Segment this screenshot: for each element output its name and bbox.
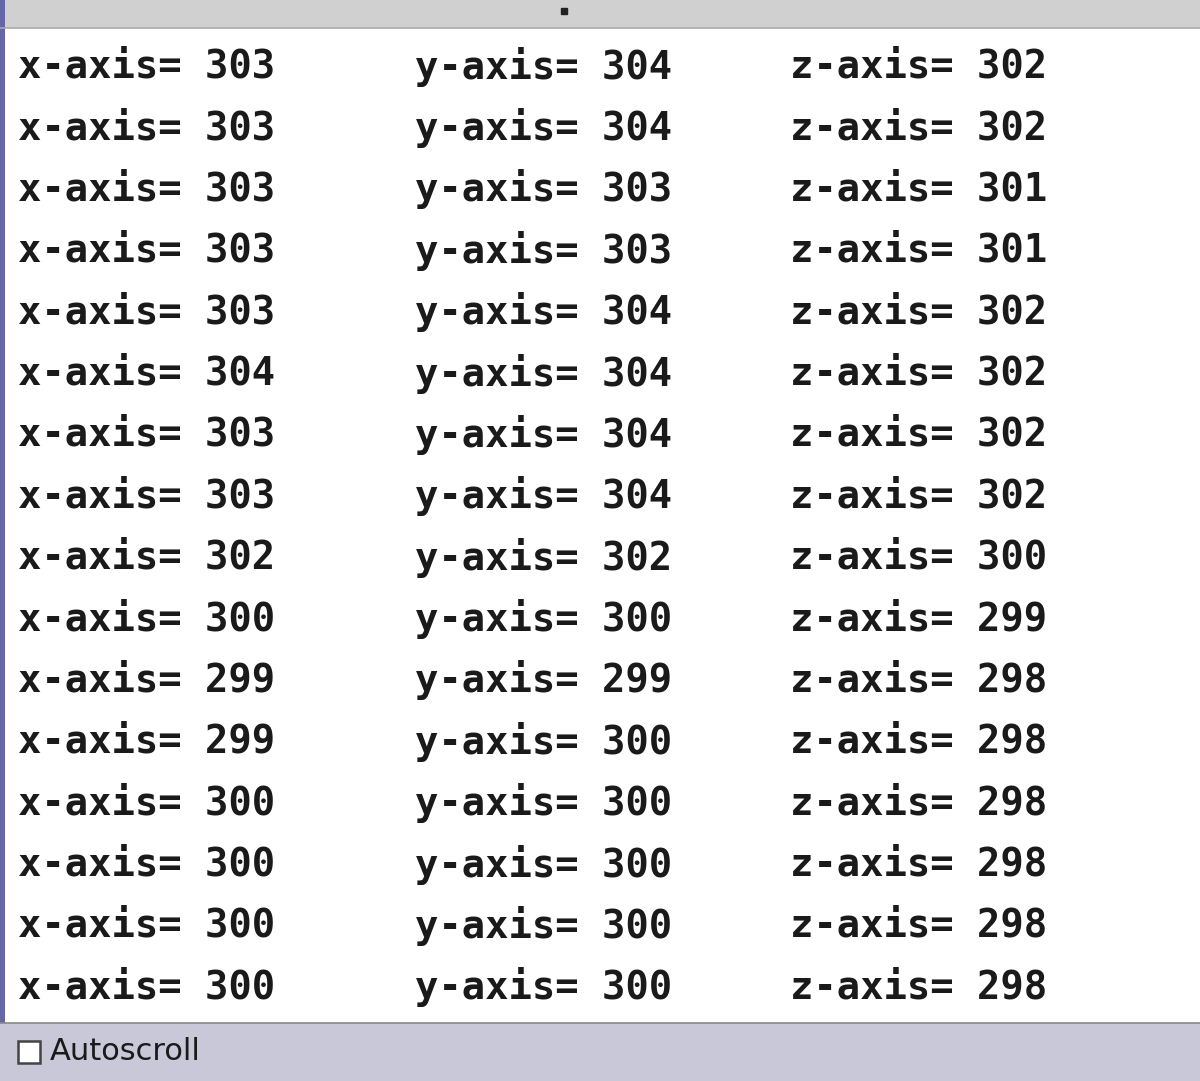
Text: y-axis= 304: y-axis= 304 bbox=[415, 353, 672, 393]
Text: z-axis= 299: z-axis= 299 bbox=[790, 600, 1048, 638]
Text: y-axis= 304: y-axis= 304 bbox=[415, 46, 672, 86]
Text: x-axis= 303: x-axis= 303 bbox=[18, 293, 275, 331]
Text: y-axis= 304: y-axis= 304 bbox=[415, 477, 672, 517]
Text: x-axis= 299: x-axis= 299 bbox=[18, 662, 275, 699]
Text: z-axis= 301: z-axis= 301 bbox=[790, 171, 1048, 209]
Text: x-axis= 300: x-axis= 300 bbox=[18, 600, 275, 638]
Text: z-axis= 302: z-axis= 302 bbox=[790, 355, 1048, 392]
Text: x-axis= 303: x-axis= 303 bbox=[18, 171, 275, 209]
Text: y-axis= 300: y-axis= 300 bbox=[415, 844, 672, 884]
Bar bbox=[0, 1023, 1200, 1081]
Text: y-axis= 300: y-axis= 300 bbox=[415, 967, 672, 1007]
Text: y-axis= 300: y-axis= 300 bbox=[415, 784, 672, 824]
Text: z-axis= 298: z-axis= 298 bbox=[790, 662, 1048, 699]
Text: y-axis= 304: y-axis= 304 bbox=[415, 415, 672, 455]
Text: y-axis= 303: y-axis= 303 bbox=[415, 231, 672, 271]
Text: z-axis= 302: z-axis= 302 bbox=[790, 478, 1048, 516]
Text: y-axis= 299: y-axis= 299 bbox=[415, 660, 672, 700]
Text: z-axis= 298: z-axis= 298 bbox=[790, 969, 1048, 1006]
Text: x-axis= 300: x-axis= 300 bbox=[18, 907, 275, 945]
Text: z-axis= 298: z-axis= 298 bbox=[790, 907, 1048, 945]
Text: y-axis= 302: y-axis= 302 bbox=[415, 537, 672, 577]
Text: z-axis= 300: z-axis= 300 bbox=[790, 538, 1048, 576]
Text: x-axis= 300: x-axis= 300 bbox=[18, 845, 275, 883]
Text: Autoscroll: Autoscroll bbox=[50, 1038, 200, 1067]
Text: z-axis= 302: z-axis= 302 bbox=[790, 416, 1048, 454]
Text: z-axis= 298: z-axis= 298 bbox=[790, 723, 1048, 761]
Text: x-axis= 303: x-axis= 303 bbox=[18, 416, 275, 454]
Bar bbox=[0, 0, 5, 1081]
Text: z-axis= 302: z-axis= 302 bbox=[790, 293, 1048, 331]
Bar bbox=[18, 1041, 40, 1063]
Text: z-axis= 298: z-axis= 298 bbox=[790, 784, 1048, 823]
Text: x-axis= 302: x-axis= 302 bbox=[18, 538, 275, 576]
Text: x-axis= 303: x-axis= 303 bbox=[18, 231, 275, 270]
Bar bbox=[0, 0, 1200, 28]
Text: x-axis= 300: x-axis= 300 bbox=[18, 784, 275, 823]
Text: z-axis= 302: z-axis= 302 bbox=[790, 48, 1048, 85]
Text: x-axis= 304: x-axis= 304 bbox=[18, 355, 275, 392]
Text: x-axis= 303: x-axis= 303 bbox=[18, 48, 275, 85]
Text: y-axis= 300: y-axis= 300 bbox=[415, 722, 672, 762]
Text: y-axis= 300: y-axis= 300 bbox=[415, 906, 672, 946]
Text: z-axis= 301: z-axis= 301 bbox=[790, 231, 1048, 270]
Text: x-axis= 300: x-axis= 300 bbox=[18, 969, 275, 1006]
Text: z-axis= 302: z-axis= 302 bbox=[790, 109, 1048, 147]
Text: y-axis= 303: y-axis= 303 bbox=[415, 170, 672, 210]
Text: x-axis= 303: x-axis= 303 bbox=[18, 478, 275, 516]
Text: x-axis= 303: x-axis= 303 bbox=[18, 109, 275, 147]
Text: x-axis= 299: x-axis= 299 bbox=[18, 723, 275, 761]
Text: z-axis= 298: z-axis= 298 bbox=[790, 845, 1048, 883]
Text: y-axis= 304: y-axis= 304 bbox=[415, 108, 672, 148]
Text: y-axis= 300: y-axis= 300 bbox=[415, 599, 672, 639]
Text: y-axis= 304: y-axis= 304 bbox=[415, 292, 672, 332]
